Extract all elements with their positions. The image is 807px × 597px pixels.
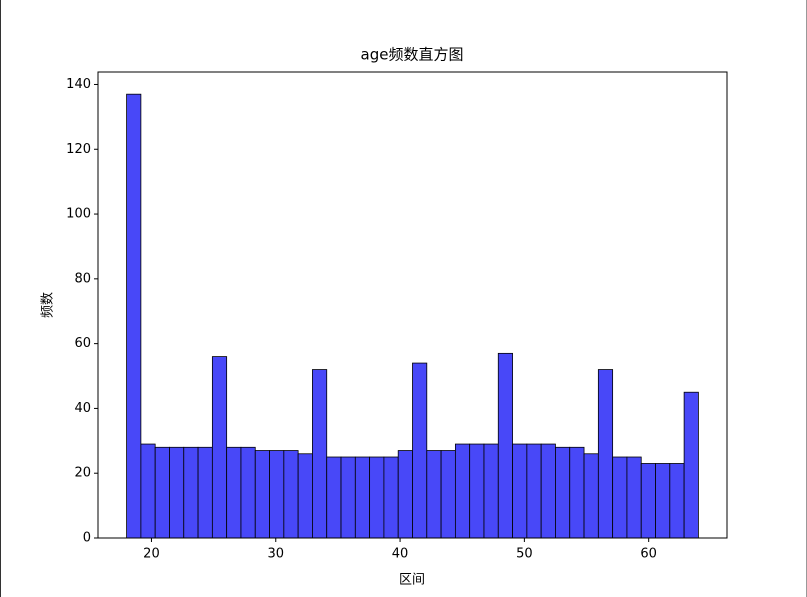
bar xyxy=(140,443,156,539)
y-tick-label: 20 xyxy=(74,466,91,481)
x-tick-label: 50 xyxy=(516,547,533,562)
x-axis-label: 区间 xyxy=(399,573,425,588)
bar xyxy=(154,446,170,539)
bar xyxy=(226,446,242,539)
bar xyxy=(126,93,142,539)
bar xyxy=(312,369,328,539)
bar xyxy=(183,446,199,539)
bar xyxy=(555,446,571,539)
bar xyxy=(354,456,371,539)
bar xyxy=(197,446,213,539)
plot-frame xyxy=(97,71,728,539)
bar xyxy=(211,356,228,539)
bar xyxy=(326,456,342,539)
bar xyxy=(412,362,428,539)
y-tick-label: 120 xyxy=(66,142,91,157)
bar xyxy=(583,453,599,539)
bar xyxy=(297,453,313,539)
bar xyxy=(655,463,671,539)
bar xyxy=(383,456,399,539)
y-tick-label: 40 xyxy=(74,401,91,416)
x-tick-label: 60 xyxy=(640,547,657,562)
y-tick-label: 80 xyxy=(74,271,91,286)
bar xyxy=(454,443,471,539)
bar xyxy=(440,450,456,539)
x-tick-label: 20 xyxy=(143,547,160,562)
y-tick-label: 100 xyxy=(66,207,91,222)
y-tick-label: 140 xyxy=(66,77,91,92)
chart-title: age频数直方图 xyxy=(361,46,464,64)
bar xyxy=(240,446,256,539)
bar xyxy=(269,450,285,539)
bar xyxy=(597,369,614,539)
x-tick-label: 40 xyxy=(392,547,409,562)
bar xyxy=(169,446,185,539)
bar xyxy=(397,450,413,539)
bar xyxy=(483,443,499,539)
bar xyxy=(626,456,642,539)
bar xyxy=(540,443,556,539)
bar xyxy=(340,456,356,539)
bar xyxy=(640,463,656,539)
y-tick-label: 0 xyxy=(83,531,91,546)
bar xyxy=(512,443,528,539)
bar xyxy=(612,456,628,539)
bar xyxy=(683,391,699,539)
bar xyxy=(254,450,270,539)
y-tick-label: 60 xyxy=(74,336,91,351)
bar xyxy=(497,352,513,539)
bar xyxy=(469,443,485,539)
x-tick-label: 30 xyxy=(267,547,284,562)
bar xyxy=(526,443,542,539)
bar xyxy=(669,463,685,539)
bar xyxy=(283,450,299,539)
bar xyxy=(426,450,442,539)
y-axis-label: 频数 xyxy=(41,292,56,318)
bar xyxy=(569,446,585,539)
bar xyxy=(369,456,385,539)
